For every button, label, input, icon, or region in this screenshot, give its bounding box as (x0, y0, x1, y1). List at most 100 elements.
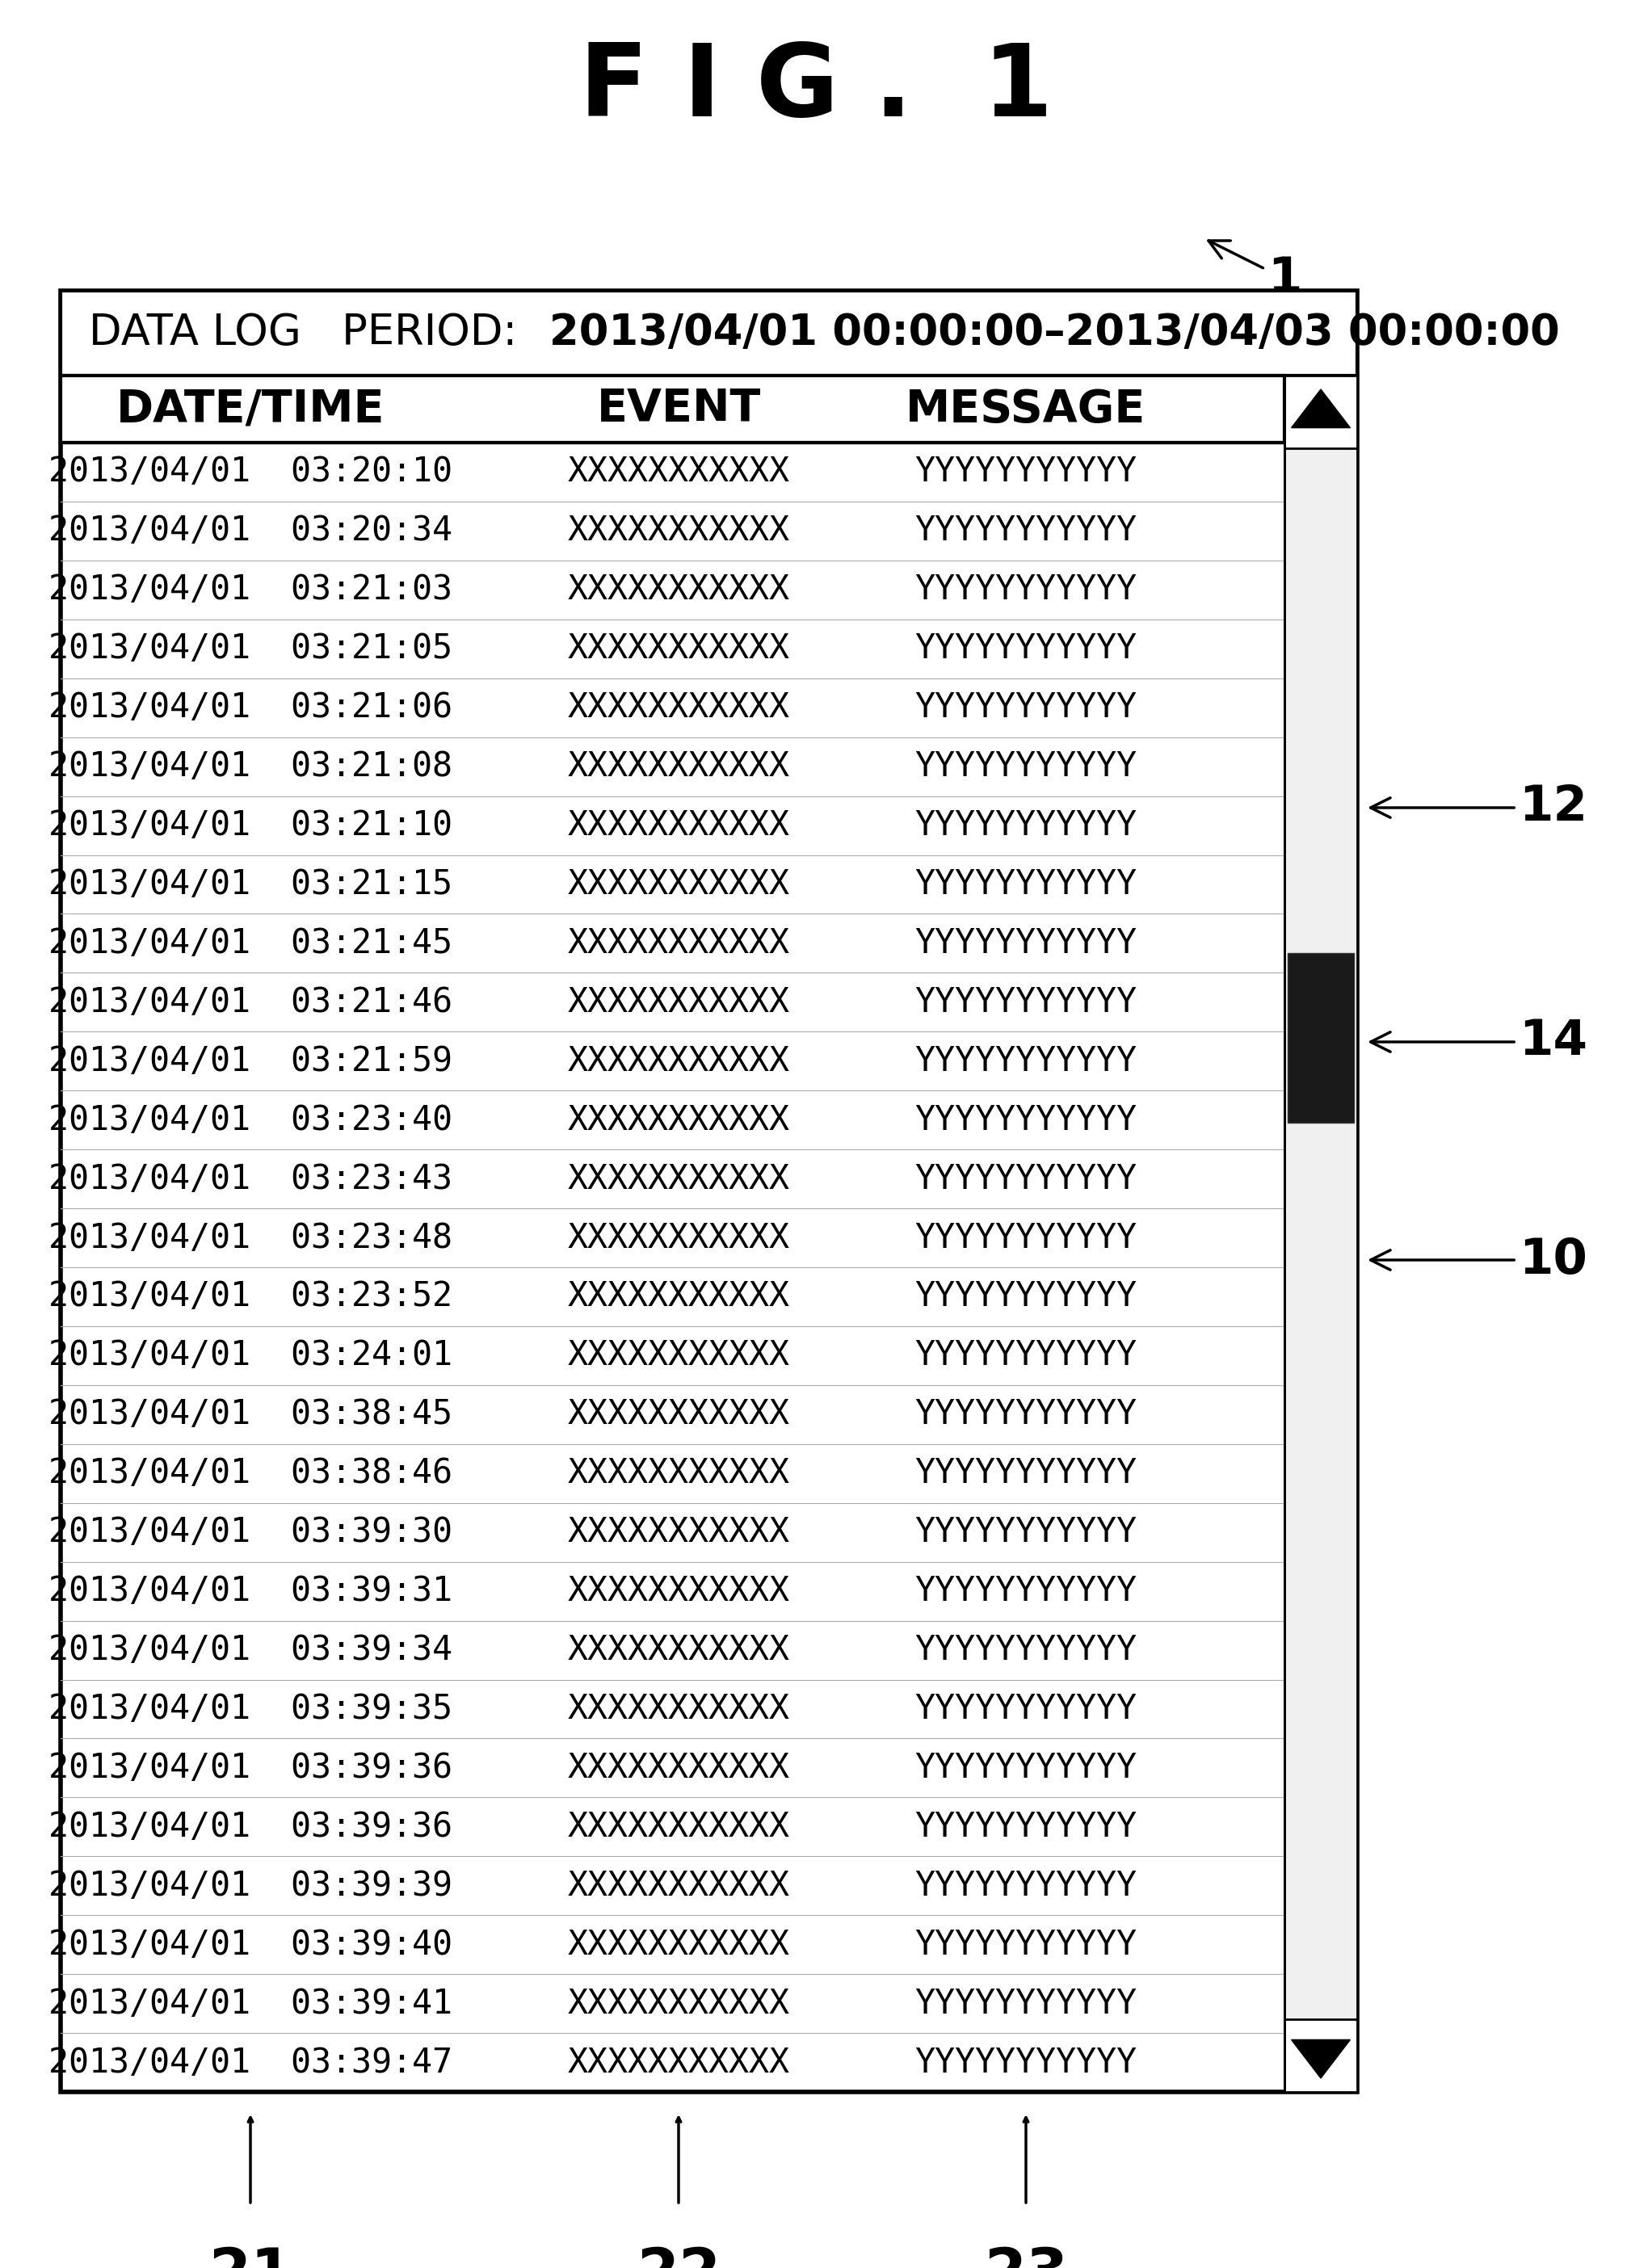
Text: 2013/04/01  03:39:47: 2013/04/01 03:39:47 (49, 2046, 452, 2080)
Text: 2013/04/01  03:39:35: 2013/04/01 03:39:35 (49, 1692, 452, 1726)
Text: 2013/04/01 00:00:00–2013/04/03 00:00:00: 2013/04/01 00:00:00–2013/04/03 00:00:00 (550, 313, 1559, 354)
Text: 10: 10 (1370, 1236, 1587, 1284)
Text: 2013/04/01  03:39:30: 2013/04/01 03:39:30 (49, 1515, 452, 1549)
Text: 2013/04/01  03:39:41: 2013/04/01 03:39:41 (49, 1987, 452, 2021)
Text: 2013/04/01  03:39:36: 2013/04/01 03:39:36 (49, 1751, 452, 1785)
Text: XXXXXXXXXXX: XXXXXXXXXXX (568, 1161, 789, 1195)
Text: 2013/04/01  03:39:36: 2013/04/01 03:39:36 (49, 1810, 452, 1844)
Text: XXXXXXXXXXX: XXXXXXXXXXX (568, 984, 789, 1018)
Text: 2013/04/01  03:21:59: 2013/04/01 03:21:59 (49, 1043, 452, 1077)
Text: YYYYYYYYYYY: YYYYYYYYYYY (915, 1102, 1137, 1136)
Text: 2013/04/01  03:23:43: 2013/04/01 03:23:43 (49, 1161, 452, 1195)
Text: YYYYYYYYYYY: YYYYYYYYYYY (915, 1987, 1137, 2021)
Text: 23: 23 (983, 2245, 1068, 2268)
Text: XXXXXXXXXXX: XXXXXXXXXXX (568, 1810, 789, 1844)
Text: 2013/04/01  03:21:46: 2013/04/01 03:21:46 (49, 984, 452, 1018)
Text: YYYYYYYYYYY: YYYYYYYYYYY (915, 1869, 1137, 1903)
Text: YYYYYYYYYYY: YYYYYYYYYYY (915, 1279, 1137, 1313)
Text: MESSAGE: MESSAGE (905, 388, 1147, 431)
Text: 2013/04/01  03:38:46: 2013/04/01 03:38:46 (49, 1456, 452, 1490)
Text: XXXXXXXXXXX: XXXXXXXXXXX (568, 925, 789, 959)
Text: XXXXXXXXXXX: XXXXXXXXXXX (568, 633, 789, 667)
Text: YYYYYYYYYYY: YYYYYYYYYYY (915, 751, 1137, 782)
Text: 2013/04/01  03:23:48: 2013/04/01 03:23:48 (49, 1220, 452, 1254)
Text: XXXXXXXXXXX: XXXXXXXXXXX (568, 1692, 789, 1726)
Text: XXXXXXXXXXX: XXXXXXXXXXX (568, 1456, 789, 1490)
Bar (60, 290, 1357, 2091)
Text: 2013/04/01  03:38:45: 2013/04/01 03:38:45 (49, 1397, 452, 1431)
Text: XXXXXXXXXXX: XXXXXXXXXXX (568, 1928, 789, 1962)
Text: XXXXXXXXXXX: XXXXXXXXXXX (568, 1043, 789, 1077)
Text: 2013/04/01  03:21:03: 2013/04/01 03:21:03 (49, 574, 452, 608)
Text: XXXXXXXXXXX: XXXXXXXXXXX (568, 1220, 789, 1254)
Text: F I G .  1: F I G . 1 (579, 41, 1052, 138)
Text: YYYYYYYYYYY: YYYYYYYYYYY (915, 1928, 1137, 1962)
Text: YYYYYYYYYYY: YYYYYYYYYYY (915, 1397, 1137, 1431)
Text: 21: 21 (209, 2245, 292, 2268)
Text: XXXXXXXXXXX: XXXXXXXXXXX (568, 2046, 789, 2080)
Text: YYYYYYYYYYY: YYYYYYYYYYY (915, 1220, 1137, 1254)
Text: XXXXXXXXXXX: XXXXXXXXXXX (568, 807, 789, 841)
Text: YYYYYYYYYYY: YYYYYYYYYYY (915, 1751, 1137, 1785)
Text: YYYYYYYYYYY: YYYYYYYYYYY (915, 1574, 1137, 1608)
Text: XXXXXXXXXXX: XXXXXXXXXXX (568, 456, 789, 490)
Text: YYYYYYYYYYY: YYYYYYYYYYY (915, 866, 1137, 900)
Bar (1285, 376, 1357, 2091)
Text: YYYYYYYYYYY: YYYYYYYYYYY (915, 807, 1137, 841)
Text: XXXXXXXXXXX: XXXXXXXXXXX (568, 751, 789, 782)
Text: 2013/04/01  03:21:08: 2013/04/01 03:21:08 (49, 751, 452, 782)
Text: 2013/04/01  03:39:39: 2013/04/01 03:39:39 (49, 1869, 452, 1903)
Text: DATA LOG   PERIOD:: DATA LOG PERIOD: (88, 313, 530, 354)
Text: YYYYYYYYYYY: YYYYYYYYYYY (915, 925, 1137, 959)
Text: YYYYYYYYYYY: YYYYYYYYYYY (915, 1633, 1137, 1667)
Text: XXXXXXXXXXX: XXXXXXXXXXX (568, 1102, 789, 1136)
Polygon shape (1292, 2039, 1350, 2077)
Text: YYYYYYYYYYY: YYYYYYYYYYY (915, 2046, 1137, 2080)
Bar (60, 290, 1357, 376)
Text: 2013/04/01  03:39:31: 2013/04/01 03:39:31 (49, 1574, 452, 1608)
Text: 2013/04/01  03:21:05: 2013/04/01 03:21:05 (49, 633, 452, 667)
Text: YYYYYYYYYYY: YYYYYYYYYYY (915, 984, 1137, 1018)
Text: 2013/04/01  03:23:52: 2013/04/01 03:23:52 (49, 1279, 452, 1313)
Text: 2013/04/01  03:21:15: 2013/04/01 03:21:15 (49, 866, 452, 900)
Text: YYYYYYYYYYY: YYYYYYYYYYY (915, 633, 1137, 667)
Text: XXXXXXXXXXX: XXXXXXXXXXX (568, 866, 789, 900)
Text: 2013/04/01  03:39:34: 2013/04/01 03:39:34 (49, 1633, 452, 1667)
Text: 2013/04/01  03:23:40: 2013/04/01 03:23:40 (49, 1102, 452, 1136)
Text: XXXXXXXXXXX: XXXXXXXXXXX (568, 1574, 789, 1608)
Text: 2013/04/01  03:24:01: 2013/04/01 03:24:01 (49, 1338, 452, 1372)
Text: XXXXXXXXXXX: XXXXXXXXXXX (568, 692, 789, 726)
Text: 2013/04/01  03:21:06: 2013/04/01 03:21:06 (49, 692, 452, 726)
Text: 2013/04/01  03:39:40: 2013/04/01 03:39:40 (49, 1928, 452, 1962)
Text: YYYYYYYYYYY: YYYYYYYYYYY (915, 692, 1137, 726)
Text: 12: 12 (1370, 785, 1587, 832)
Text: YYYYYYYYYYY: YYYYYYYYYYY (915, 1338, 1137, 1372)
Text: 2013/04/01  03:21:45: 2013/04/01 03:21:45 (49, 925, 452, 959)
Text: YYYYYYYYYYY: YYYYYYYYYYY (915, 574, 1137, 608)
Bar (1285, 376, 1357, 449)
Text: XXXXXXXXXXX: XXXXXXXXXXX (568, 1397, 789, 1431)
Text: 2013/04/01  03:21:10: 2013/04/01 03:21:10 (49, 807, 452, 841)
Bar (60, 376, 1285, 442)
Text: YYYYYYYYYYY: YYYYYYYYYYY (915, 1515, 1137, 1549)
Text: YYYYYYYYYYY: YYYYYYYYYYY (915, 1692, 1137, 1726)
Text: DATE/TIME: DATE/TIME (116, 388, 385, 431)
Text: XXXXXXXXXXX: XXXXXXXXXXX (568, 1515, 789, 1549)
Text: XXXXXXXXXXX: XXXXXXXXXXX (568, 1279, 789, 1313)
Text: YYYYYYYYYYY: YYYYYYYYYYY (915, 1161, 1137, 1195)
Text: XXXXXXXXXXX: XXXXXXXXXXX (568, 1869, 789, 1903)
Text: XXXXXXXXXXX: XXXXXXXXXXX (568, 1338, 789, 1372)
Text: YYYYYYYYYYY: YYYYYYYYYYY (915, 1043, 1137, 1077)
Text: YYYYYYYYYYY: YYYYYYYYYYY (915, 456, 1137, 490)
Text: XXXXXXXXXXX: XXXXXXXXXXX (568, 1751, 789, 1785)
Text: YYYYYYYYYYY: YYYYYYYYYYY (915, 1456, 1137, 1490)
Text: 22: 22 (636, 2245, 721, 2268)
Text: EVENT: EVENT (597, 388, 760, 431)
Text: XXXXXXXXXXX: XXXXXXXXXXX (568, 515, 789, 549)
Text: 1: 1 (1209, 240, 1302, 302)
Text: 2013/04/01  03:20:34: 2013/04/01 03:20:34 (49, 515, 452, 549)
Text: XXXXXXXXXXX: XXXXXXXXXXX (568, 1633, 789, 1667)
Bar (1285, 2019, 1357, 2091)
Text: 14: 14 (1370, 1018, 1587, 1066)
Bar (1287, 953, 1354, 1123)
